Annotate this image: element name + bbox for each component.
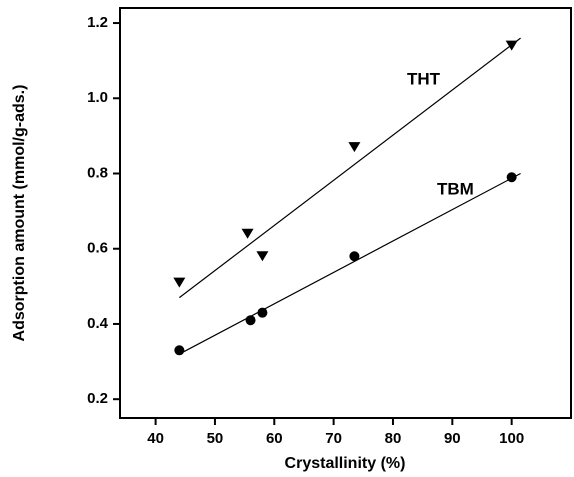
point <box>506 172 517 183</box>
x-axis-label: Crystallinity (%) <box>285 455 406 472</box>
point <box>256 251 269 262</box>
y-tick-label: 1.0 <box>87 89 108 106</box>
fit-line <box>178 37 521 299</box>
y-tick-label: 0.2 <box>87 390 108 407</box>
plot-frame <box>119 7 572 419</box>
y-tick-label: 0.8 <box>87 164 108 181</box>
y-tick-label: 0.4 <box>87 315 109 332</box>
x-tick-label: 90 <box>444 430 461 447</box>
fit-line <box>179 172 521 355</box>
y-axis-label: Adsorption amount (mmol/g-ads.) <box>11 85 28 342</box>
point <box>257 307 268 318</box>
point <box>173 277 186 288</box>
series-label: THT <box>407 69 441 88</box>
x-tick-label: 60 <box>266 430 283 447</box>
series-label: TBM <box>437 179 474 198</box>
x-tick-label: 80 <box>385 430 402 447</box>
y-tick-label: 0.6 <box>87 240 108 257</box>
point <box>348 142 361 153</box>
point <box>505 40 518 51</box>
x-tick-label: 40 <box>147 430 164 447</box>
point <box>245 315 256 326</box>
x-tick-label: 100 <box>499 430 524 447</box>
x-tick-label: 50 <box>207 430 224 447</box>
point <box>174 345 185 356</box>
point <box>349 251 360 262</box>
x-tick-label: 70 <box>325 430 342 447</box>
point <box>241 228 254 239</box>
y-tick-label: 1.2 <box>87 14 108 31</box>
